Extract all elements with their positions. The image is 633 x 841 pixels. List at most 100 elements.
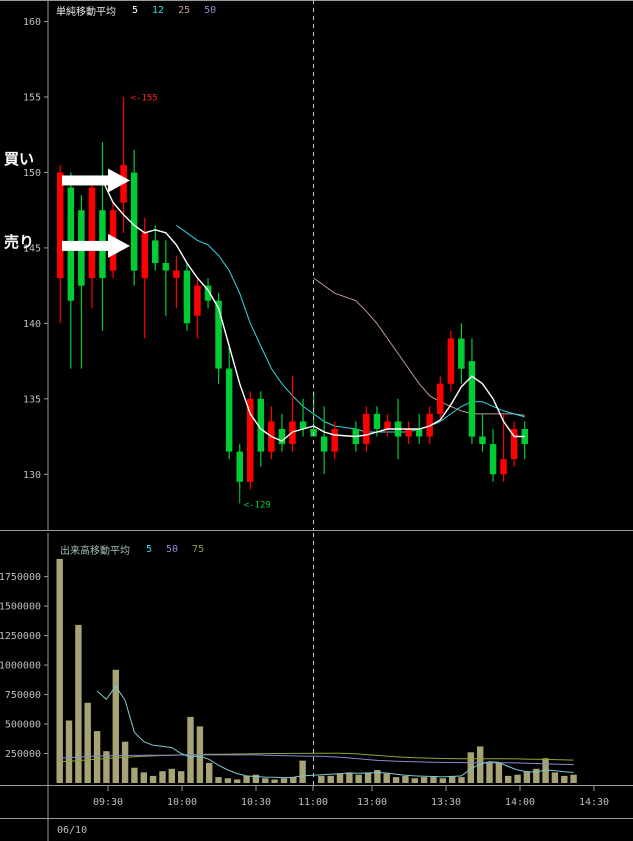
volume-bar[interactable] — [439, 778, 446, 783]
candle-body[interactable] — [225, 368, 233, 452]
volume-chart-canvas[interactable]: 1750000 1500000 1250000 1000000 750000 500000… — [0, 533, 633, 841]
volume-bar[interactable] — [374, 770, 381, 783]
volume-bar[interactable] — [271, 779, 278, 784]
volume-bar[interactable] — [131, 767, 138, 783]
volume-legend-ma5[interactable]: 5 — [146, 544, 153, 555]
candle-body[interactable] — [162, 263, 170, 271]
volume-y-tick-label: 1750000 — [0, 572, 41, 583]
volume-bar[interactable] — [495, 762, 503, 783]
candle-body[interactable] — [130, 172, 138, 271]
volume-bar[interactable] — [65, 720, 73, 784]
candle-body[interactable] — [437, 383, 444, 414]
candle-body[interactable] — [299, 421, 307, 430]
volume-bar[interactable] — [103, 751, 110, 783]
volume-bar[interactable] — [458, 777, 465, 783]
candle-body[interactable] — [331, 429, 338, 452]
volume-bar[interactable] — [84, 702, 91, 783]
candle-body[interactable] — [373, 413, 381, 429]
volume-bar[interactable] — [523, 771, 531, 783]
price-chart-canvas[interactable]: 160 155 150 145 140 135 130 <-155 <-129 — [0, 0, 633, 533]
volume-bar[interactable] — [477, 746, 484, 783]
candle-body[interactable] — [447, 338, 455, 384]
candle-body[interactable] — [468, 361, 476, 437]
candle-body[interactable] — [173, 270, 180, 279]
volume-legend-ma50[interactable]: 50 — [166, 544, 179, 555]
candle-body[interactable] — [521, 429, 529, 445]
candle-body[interactable] — [236, 451, 244, 482]
candle-body[interactable] — [141, 232, 149, 279]
volume-bar[interactable] — [206, 762, 213, 783]
volume-bar[interactable] — [364, 772, 372, 783]
volume-bar[interactable] — [383, 773, 390, 783]
candle-body[interactable] — [384, 421, 391, 430]
volume-bar[interactable] — [486, 761, 493, 783]
candle-body[interactable] — [458, 338, 465, 369]
volume-bar[interactable] — [467, 752, 474, 783]
candle-body[interactable] — [405, 429, 412, 437]
volume-bar[interactable] — [514, 774, 521, 783]
volume-bar[interactable] — [318, 775, 325, 783]
candle-body[interactable] — [57, 172, 64, 279]
volume-bar[interactable] — [243, 775, 250, 783]
volume-bar[interactable] — [505, 775, 512, 783]
candle-body[interactable] — [426, 413, 433, 437]
volume-bar[interactable] — [75, 624, 82, 783]
volume-bar[interactable] — [411, 778, 418, 783]
volume-bar[interactable] — [149, 775, 157, 783]
volume-bar[interactable] — [420, 777, 428, 783]
volume-bar[interactable] — [336, 773, 344, 783]
volume-bar[interactable] — [280, 778, 288, 783]
candle-body[interactable] — [183, 270, 191, 324]
volume-legend: 出来高移動平均 5 50 75 — [60, 542, 204, 557]
volume-bar[interactable] — [112, 669, 119, 783]
volume-bar[interactable] — [56, 558, 63, 783]
candle-body[interactable] — [510, 429, 518, 460]
volume-bar[interactable] — [234, 779, 241, 784]
volume-legend-ma75[interactable]: 75 — [192, 544, 205, 555]
volume-bar[interactable] — [178, 771, 185, 783]
volume-bar[interactable] — [570, 774, 577, 783]
price-legend-ma50[interactable]: 50 — [204, 5, 217, 16]
volume-bar[interactable] — [121, 741, 129, 783]
volume-bar[interactable] — [252, 774, 260, 783]
volume-bar[interactable] — [290, 777, 297, 783]
volume-bar[interactable] — [551, 772, 559, 783]
volume-bar[interactable] — [355, 774, 362, 783]
candle-body[interactable] — [215, 300, 222, 369]
candle-body[interactable] — [320, 436, 328, 452]
volume-bar[interactable] — [327, 775, 334, 783]
volume-bar[interactable] — [561, 775, 568, 783]
volume-bar[interactable] — [449, 775, 456, 783]
candle-body[interactable] — [257, 398, 265, 452]
price-legend-ma25[interactable]: 25 — [178, 5, 191, 16]
candle-body[interactable] — [194, 285, 201, 316]
candle-body[interactable] — [500, 459, 507, 475]
candle-body[interactable] — [479, 436, 486, 445]
volume-panel: 1750000 1500000 1250000 1000000 750000 500000… — [0, 533, 633, 841]
volume-bar[interactable] — [299, 760, 306, 783]
volume-bar[interactable] — [262, 778, 269, 783]
volume-bar[interactable] — [542, 758, 549, 783]
price-legend-ma12[interactable]: 12 — [152, 5, 165, 16]
volume-bar[interactable] — [224, 778, 232, 783]
volume-bar[interactable] — [402, 775, 409, 783]
volume-bar[interactable] — [93, 731, 101, 783]
volume-bar[interactable] — [187, 716, 194, 783]
candle-body[interactable] — [415, 429, 423, 437]
volume-bar[interactable] — [140, 772, 147, 783]
candle-body[interactable] — [88, 187, 96, 279]
volume-bar[interactable] — [346, 772, 353, 783]
candle-body[interactable] — [152, 240, 159, 263]
candle-body[interactable] — [278, 429, 286, 445]
volume-bar[interactable] — [430, 777, 437, 783]
candle-body[interactable] — [204, 285, 212, 301]
price-legend-ma5[interactable]: 5 — [132, 5, 139, 16]
volume-bar[interactable] — [168, 768, 175, 783]
candle-body[interactable] — [489, 444, 497, 475]
volume-bar[interactable] — [533, 768, 540, 783]
volume-bar[interactable] — [215, 777, 222, 783]
volume-bar[interactable] — [159, 771, 166, 783]
candle-body[interactable] — [247, 398, 254, 482]
candle-body[interactable] — [363, 413, 370, 445]
volume-bar[interactable] — [392, 777, 400, 783]
